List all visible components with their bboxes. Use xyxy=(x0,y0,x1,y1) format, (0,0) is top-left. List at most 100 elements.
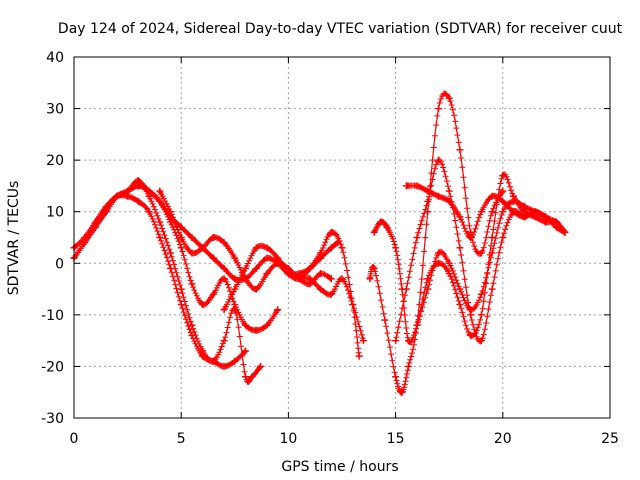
data-point xyxy=(295,275,303,283)
data-point xyxy=(231,275,239,283)
x-tick-label: 25 xyxy=(601,431,619,447)
data-point xyxy=(242,275,250,283)
data-point xyxy=(445,94,453,102)
data-point xyxy=(477,249,485,257)
axis-ticks xyxy=(73,56,611,419)
x-tick-label: 20 xyxy=(494,431,512,447)
series-track-9 xyxy=(366,90,507,396)
x-axis-title: GPS time / hours xyxy=(281,459,398,475)
data-point xyxy=(248,373,256,381)
series-track-5 xyxy=(156,187,335,293)
data-point xyxy=(424,197,432,205)
y-tick-label: -20 xyxy=(41,359,64,375)
data-point xyxy=(552,218,560,226)
grid-lines xyxy=(74,57,610,418)
data-point xyxy=(434,156,442,164)
data-point xyxy=(370,264,378,272)
data-point xyxy=(274,254,282,262)
data-point xyxy=(177,301,185,309)
data-point xyxy=(456,213,464,221)
data-point xyxy=(306,264,314,272)
data-point xyxy=(166,249,174,257)
data-point xyxy=(199,352,207,360)
data-point xyxy=(209,254,217,262)
data-point xyxy=(349,301,357,309)
data-point xyxy=(220,362,228,370)
data-point xyxy=(199,301,207,309)
data-point xyxy=(499,234,507,241)
data-point xyxy=(402,182,410,190)
data-point xyxy=(392,373,400,381)
data-point xyxy=(499,187,507,195)
data-point xyxy=(188,280,196,288)
x-tick-label: 5 xyxy=(177,431,186,447)
data-point xyxy=(166,208,174,216)
x-tick-label: 10 xyxy=(279,431,297,447)
data-point xyxy=(381,316,389,324)
series-line xyxy=(373,173,566,343)
data-point xyxy=(404,362,412,370)
data-point xyxy=(242,264,250,272)
data-point xyxy=(263,321,271,329)
data-point xyxy=(434,105,442,113)
data-point xyxy=(520,203,528,211)
data-point xyxy=(398,388,406,396)
data-point xyxy=(156,197,164,205)
data-point xyxy=(488,285,496,293)
data-point xyxy=(542,213,550,221)
data-point xyxy=(220,275,228,283)
data-point xyxy=(477,337,485,345)
data-point xyxy=(392,337,400,345)
data-point xyxy=(188,234,196,241)
data-point xyxy=(488,234,496,241)
data-point xyxy=(499,197,507,205)
y-tick-label: 0 xyxy=(55,256,64,272)
data-point xyxy=(520,213,528,221)
data-point xyxy=(81,234,89,241)
data-point xyxy=(456,146,464,154)
data-point xyxy=(145,187,153,195)
data-point xyxy=(166,264,174,272)
x-tick-labels: 0 5 10 15 20 25 xyxy=(70,431,619,447)
data-point xyxy=(488,249,496,257)
data-point xyxy=(199,244,207,252)
data-point xyxy=(263,244,271,252)
data-point xyxy=(424,285,432,293)
data-point xyxy=(366,275,374,283)
data-point xyxy=(413,234,421,241)
data-point xyxy=(413,182,421,190)
x-tick-label: 15 xyxy=(387,431,405,447)
data-point xyxy=(220,306,228,314)
series-track-7 xyxy=(295,275,367,345)
data-point xyxy=(317,285,325,293)
data-point xyxy=(413,321,421,329)
data-point xyxy=(177,234,185,241)
data-point-markers xyxy=(221,229,363,360)
series-line xyxy=(223,231,360,357)
data-point xyxy=(188,321,196,329)
data-point xyxy=(456,285,464,293)
data-point xyxy=(445,259,453,267)
data-point xyxy=(231,254,239,262)
data-point-markers xyxy=(366,90,506,396)
data-point xyxy=(156,218,164,226)
data-point xyxy=(252,285,260,293)
y-tick-labels: -30 -20 -10 0 10 20 30 40 xyxy=(41,50,64,427)
data-point xyxy=(445,187,453,195)
y-tick-label: -10 xyxy=(41,308,64,324)
data-point xyxy=(242,373,250,381)
data-point xyxy=(456,244,464,252)
data-point xyxy=(499,172,507,180)
data-point xyxy=(257,362,265,370)
data-point xyxy=(424,187,432,195)
data-point xyxy=(488,192,496,200)
data-point xyxy=(327,290,335,298)
data-point xyxy=(209,234,217,241)
data-point xyxy=(231,357,239,365)
data-point xyxy=(231,285,239,293)
data-point xyxy=(113,192,121,200)
data-point-markers xyxy=(113,182,281,334)
data-point xyxy=(510,197,518,205)
data-point xyxy=(392,244,400,252)
